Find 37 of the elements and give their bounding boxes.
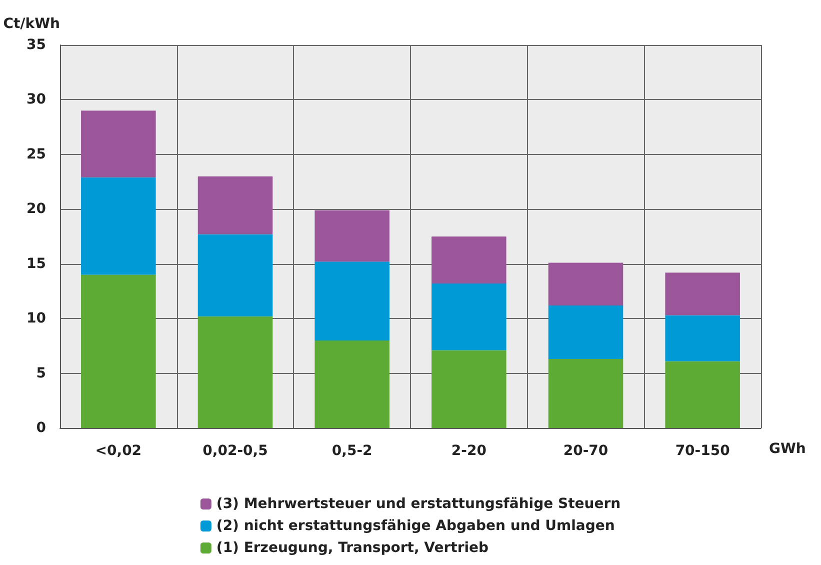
bar (432, 236, 506, 284)
x-tick-label: 70-150 (675, 443, 730, 459)
x-axis-title: GWh (769, 441, 806, 457)
y-tick-label: 15 (26, 256, 46, 272)
y-tick-label: 35 (26, 37, 46, 53)
y-tick-label: 25 (26, 146, 46, 162)
bar (198, 234, 273, 316)
bar (81, 177, 156, 275)
y-tick-label: 20 (26, 201, 46, 218)
y-tick-label: 10 (26, 310, 46, 327)
bar (432, 284, 506, 350)
bar (548, 262, 624, 306)
x-tick-label: 2-20 (451, 443, 487, 459)
bar (548, 305, 624, 360)
bar (198, 176, 273, 234)
legend-label: (1) Erzeugung, Transport, Vertrieb (216, 540, 489, 556)
y-tick-label: 5 (36, 365, 46, 382)
y-axis-title: Ct/kWh (3, 16, 60, 32)
bar (665, 361, 740, 428)
x-tick-label: 20-70 (563, 443, 608, 459)
y-tick-label: 0 (36, 420, 46, 436)
bar (198, 316, 273, 428)
bar (314, 210, 390, 262)
x-tick-label: 0,5-2 (332, 443, 372, 459)
bar (665, 315, 740, 362)
bar (314, 340, 390, 428)
x-tick-label: <0,02 (95, 443, 142, 459)
legend-label: (3) Mehrwertsteuer und erstattungsfähige Steuern (216, 496, 621, 512)
bar (548, 359, 624, 428)
bar (432, 350, 506, 428)
bar (81, 110, 156, 178)
y-tick-label: 30 (26, 92, 46, 108)
bar (314, 262, 390, 340)
x-tick-label: 0,02-0,5 (202, 443, 268, 459)
legend-label: (2) nicht erstattungsfähige Abgaben und Umlagen (216, 518, 615, 534)
bar (81, 274, 156, 428)
bar (665, 272, 740, 316)
